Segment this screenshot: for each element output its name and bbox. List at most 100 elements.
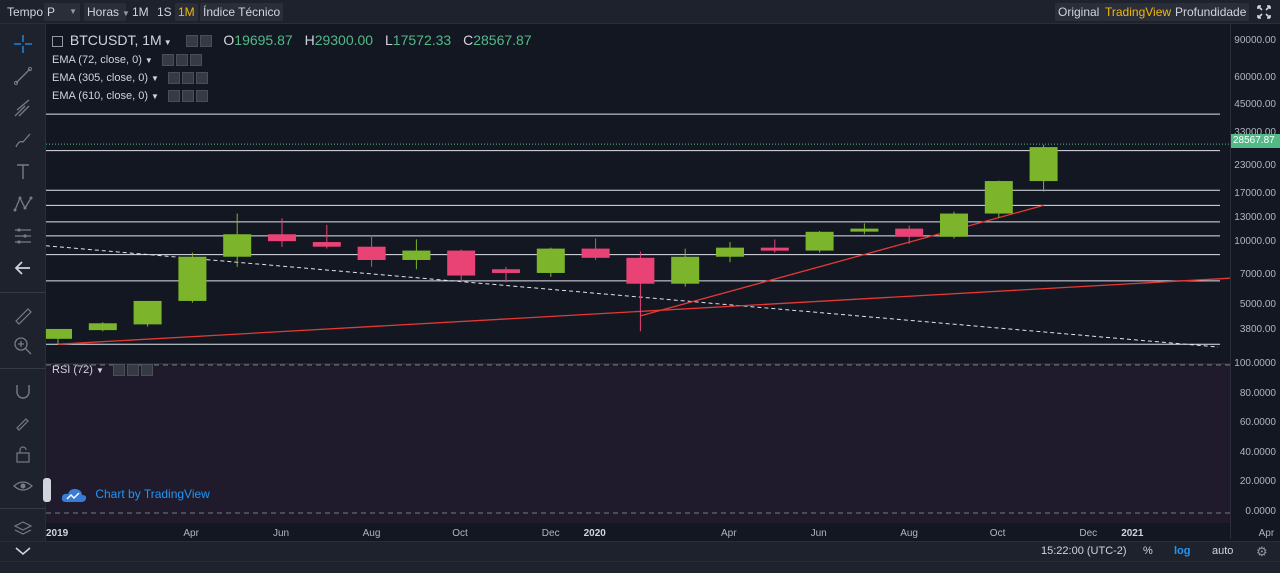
tradingview-watermark[interactable]: Chart by TradingView	[60, 484, 210, 504]
close-icon[interactable]	[195, 90, 208, 103]
candle-body	[88, 323, 117, 331]
interval-1m-month[interactable]: 1M	[132, 5, 149, 19]
time-tick-label: Jun	[810, 528, 827, 539]
gear-icon[interactable]	[199, 35, 212, 48]
open-value: 19695.87	[234, 32, 293, 48]
ema-72-legend[interactable]: EMA (72, close, 0) ▼	[52, 52, 202, 68]
time-tick-label: Apr	[183, 528, 199, 539]
gear-icon[interactable]	[181, 90, 194, 103]
rsi-legend[interactable]: RSI (72) ▼	[52, 362, 153, 378]
layers-icon[interactable]	[11, 516, 35, 540]
rsi-label[interactable]: RSI (72)	[52, 364, 93, 376]
pattern-icon[interactable]	[11, 192, 35, 216]
chevron-down-icon[interactable]: ▼	[151, 74, 159, 83]
chevron-down-icon[interactable]: ▼	[95, 366, 104, 375]
horas-label: Horas	[87, 5, 120, 19]
view-tradingview[interactable]: TradingView	[1102, 3, 1175, 21]
ema-610-legend[interactable]: EMA (610, close, 0) ▼	[52, 88, 208, 104]
ema-305-label[interactable]: EMA (305, close, 0)	[52, 72, 148, 84]
price-tick-label: 17000.00	[1234, 187, 1276, 199]
symbol-name[interactable]: BTCUSDT, 1M	[69, 32, 162, 48]
watermark-text: Chart by TradingView	[95, 487, 210, 501]
time-tick-label: Jun	[273, 528, 290, 539]
price-axis[interactable]: 90000.00 60000.00 45000.00 33000.00 23000.00…	[1230, 24, 1280, 539]
ema-610-label[interactable]: EMA (610, close, 0)	[52, 90, 148, 102]
high-value: 29300.00	[314, 32, 374, 48]
scroll-handle[interactable]	[43, 478, 51, 502]
horas-select[interactable]: Horas ▼	[84, 3, 130, 21]
period-select[interactable]: P ▼	[44, 3, 80, 21]
time-tick-label: Oct	[452, 528, 468, 539]
view-profundidade[interactable]: Profundidade	[1172, 3, 1250, 21]
brush-icon[interactable]	[11, 128, 35, 152]
period-value: P	[47, 5, 56, 19]
auto-toggle[interactable]: auto	[1212, 545, 1234, 557]
zoom-in-icon[interactable]	[11, 334, 35, 358]
time-tick-label: Dec	[1079, 528, 1098, 539]
eye-icon[interactable]	[112, 364, 125, 377]
close-value: 28567.87	[473, 32, 532, 48]
price-tick-label: 45000.00	[1234, 98, 1276, 110]
close-icon[interactable]	[140, 364, 153, 377]
lock-icon[interactable]	[11, 442, 35, 466]
chevron-down-icon[interactable]: ▼	[163, 38, 172, 47]
back-arrow-icon[interactable]	[11, 256, 35, 280]
chevron-down-icon[interactable]: ▼	[151, 92, 159, 101]
close-icon[interactable]	[189, 54, 202, 67]
gear-icon[interactable]	[175, 54, 188, 67]
lock-pencil-icon[interactable]	[11, 410, 35, 434]
rsi-tick-label: 0.0000	[1245, 506, 1276, 517]
rsi-tick-label: 80.0000	[1239, 387, 1276, 399]
candle-body	[357, 246, 386, 260]
close-label: C	[463, 32, 474, 48]
eye-icon[interactable]	[167, 72, 180, 85]
candle-body	[268, 234, 296, 242]
candle-body	[716, 247, 744, 257]
short-trendline	[640, 204, 1044, 317]
eye-icon[interactable]	[161, 54, 174, 67]
percent-toggle[interactable]: %	[1143, 545, 1153, 557]
eye-icon[interactable]	[167, 90, 180, 103]
chevron-down-icon[interactable]: ▼	[144, 56, 153, 65]
price-chart[interactable]	[46, 24, 1230, 539]
interval-1m-active[interactable]: 1M	[175, 3, 198, 21]
drawing-toolbar	[0, 24, 46, 573]
candle-body	[312, 242, 341, 247]
candle-body	[760, 247, 789, 251]
price-tick-label: 60000.00	[1234, 72, 1276, 84]
close-icon[interactable]	[195, 72, 208, 85]
ema-305-legend[interactable]: EMA (305, close, 0) ▼	[52, 70, 208, 86]
gear-icon[interactable]	[181, 72, 194, 85]
clock-time[interactable]: 15:22:00 (UTC-2)	[1041, 545, 1127, 557]
candle-body	[447, 250, 476, 276]
fullscreen-icon[interactable]	[1254, 3, 1274, 21]
symbol-legend: BTCUSDT, 1M ▼ O19695.87 H29300.00 L17572.…	[52, 32, 532, 48]
gear-icon[interactable]	[126, 364, 139, 377]
pitchfork-icon[interactable]	[11, 96, 35, 120]
collapse-icon[interactable]	[52, 35, 63, 47]
log-toggle[interactable]: log	[1174, 545, 1191, 557]
interval-1s[interactable]: 1S	[157, 5, 172, 19]
price-tick-label: 23000.00	[1234, 159, 1276, 171]
settings-icon[interactable]	[185, 35, 198, 48]
trend-line-icon[interactable]	[11, 64, 35, 88]
time-tick-label: Apr	[721, 528, 737, 539]
candle-body	[805, 231, 834, 251]
price-tick-label: 33000.00	[1234, 126, 1276, 138]
chevron-down-icon[interactable]	[14, 544, 32, 561]
text-icon[interactable]	[11, 160, 35, 184]
prediction-icon[interactable]	[11, 224, 35, 248]
time-tick-label: Aug	[900, 528, 918, 539]
view-original[interactable]: Original	[1055, 3, 1103, 21]
magnet-icon[interactable]	[11, 380, 35, 404]
candle-body	[850, 228, 879, 232]
indicators-button[interactable]: Índice Técnico	[200, 3, 284, 21]
top-toolbar: Tempo P ▼ Horas ▼ 1M 1S 1M Índice Técnico …	[0, 0, 1280, 24]
crosshair-icon[interactable]	[11, 32, 35, 56]
ruler-icon[interactable]	[11, 304, 35, 328]
settings-gear-icon[interactable]: ⚙	[1256, 544, 1268, 559]
ema-72-label[interactable]: EMA (72, close, 0)	[52, 54, 142, 66]
candle-body	[536, 248, 565, 273]
toolbar-divider	[0, 368, 45, 369]
eye-icon[interactable]	[11, 474, 35, 498]
